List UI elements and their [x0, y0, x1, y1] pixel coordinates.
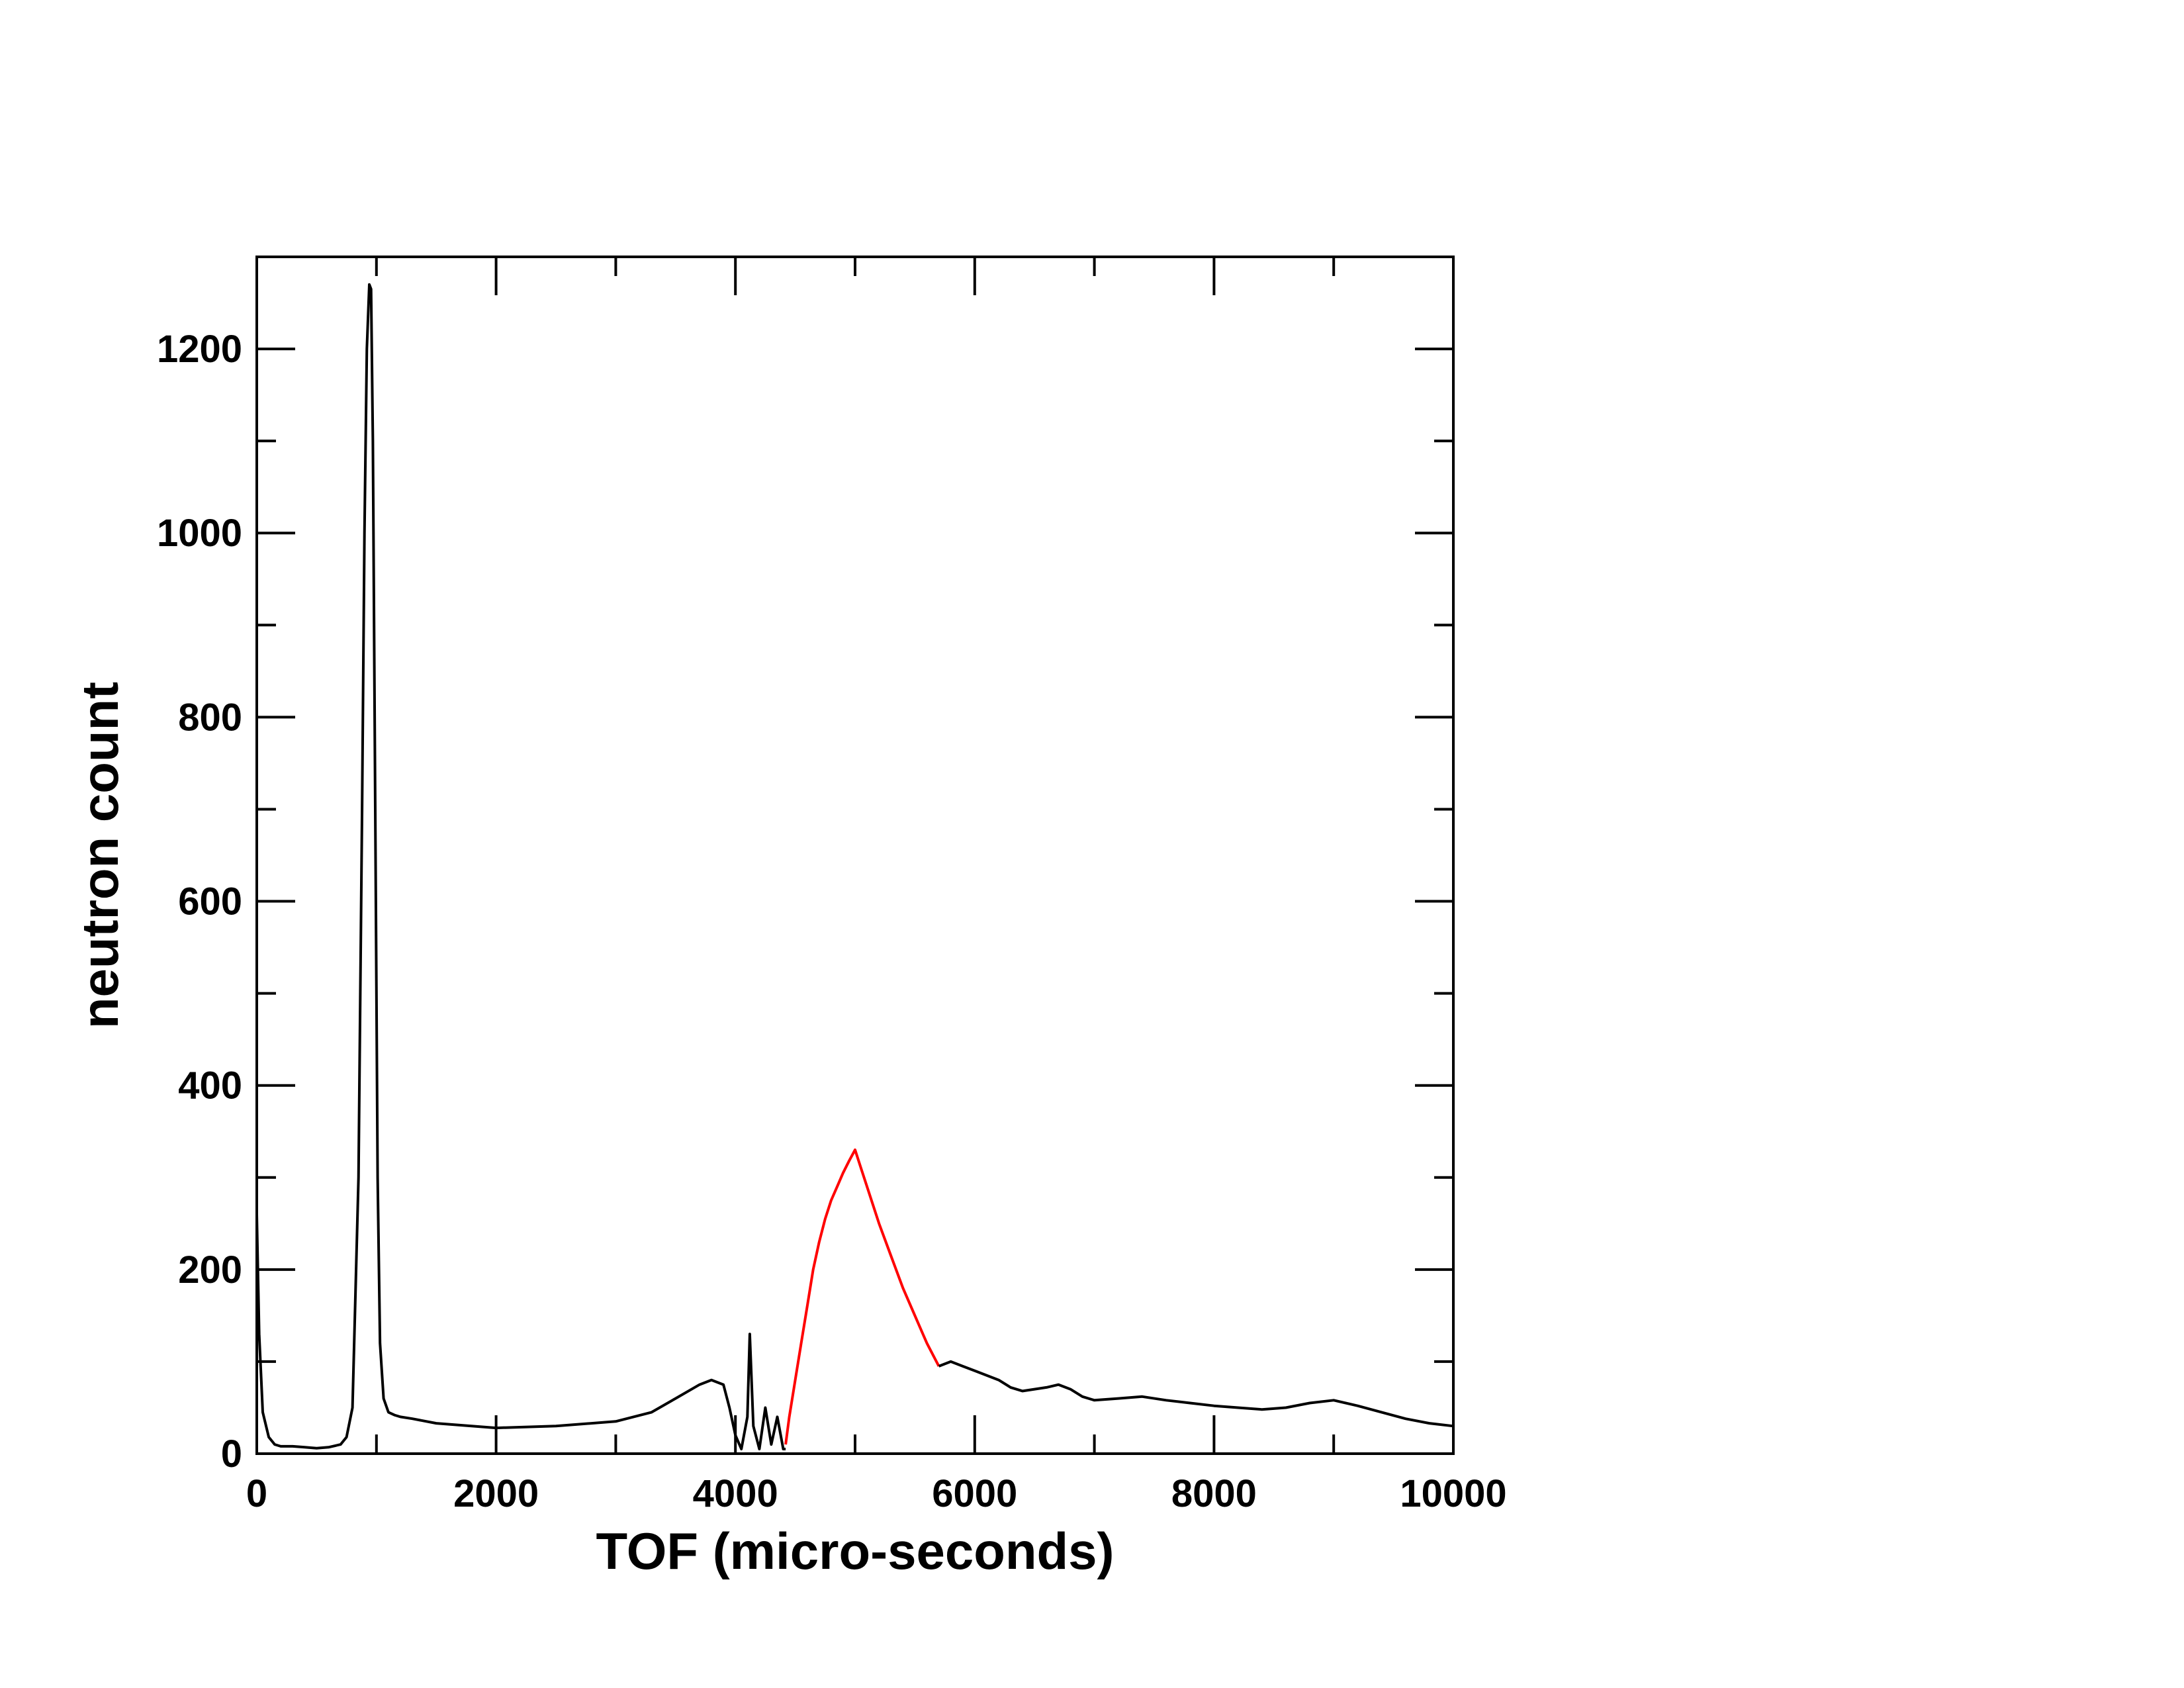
x-tick-label: 2000: [453, 1472, 539, 1515]
x-axis-title: TOF (micro-seconds): [596, 1522, 1114, 1580]
y-tick-label: 200: [178, 1248, 242, 1291]
x-tick-label: 10000: [1400, 1472, 1506, 1515]
plot-frame: [255, 256, 1455, 1455]
y-tick-label: 1200: [157, 328, 242, 371]
y-tick-label: 400: [178, 1064, 242, 1107]
axis-ticks: [255, 256, 1455, 1455]
x-tick-label: 0: [246, 1472, 267, 1515]
series-layer: [255, 283, 1454, 1450]
y-tick-label: 600: [178, 880, 242, 923]
y-tick-label: 1000: [157, 512, 242, 555]
tick-labels: 0 2000 4000 6000 8000 10000 0 200 400 600 800 1000 1…: [157, 328, 1507, 1515]
x-tick-label: 8000: [1171, 1472, 1257, 1515]
series-line-3: [938, 1360, 1454, 1428]
series-line-1: [255, 283, 786, 1450]
series-line-2: [784, 1149, 940, 1445]
y-axis-title: neutron count: [71, 682, 129, 1029]
y-tick-label: 800: [178, 696, 242, 739]
x-tick-label: 4000: [693, 1472, 778, 1515]
y-tick-label: 0: [221, 1432, 242, 1476]
x-tick-label: 6000: [932, 1472, 1017, 1515]
